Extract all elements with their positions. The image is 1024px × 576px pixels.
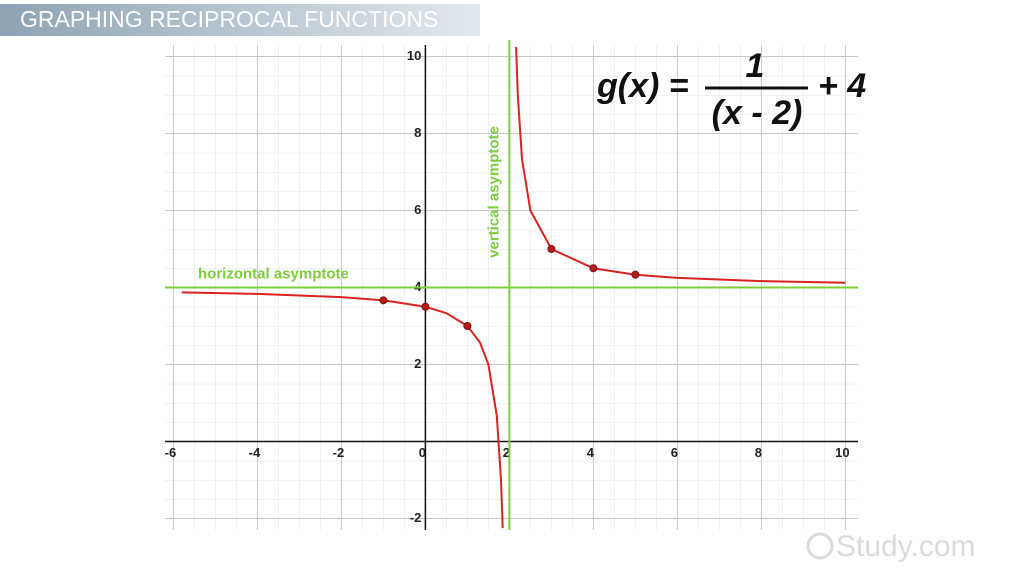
header-bar <box>0 4 480 36</box>
horizontal-asymptote-label: horizontal asymptote <box>198 265 349 282</box>
watermark-text: Study.com <box>836 530 976 563</box>
x-tick-label: -6 <box>165 445 177 460</box>
y-tick-label: 10 <box>407 48 421 63</box>
equation-numerator: 1 <box>746 47 765 85</box>
point <box>379 296 388 305</box>
x-tick-label: -2 <box>333 445 345 460</box>
x-tick-label: 4 <box>587 445 595 460</box>
x-tick-label: 6 <box>671 445 678 460</box>
equation-lhs: g(x) = <box>596 67 689 105</box>
curve <box>181 46 846 529</box>
x-tick-label: 0 <box>419 445 426 460</box>
point <box>631 270 640 279</box>
y-tick-label: 6 <box>414 202 421 217</box>
watermark-logo <box>806 532 834 560</box>
point <box>547 245 556 254</box>
point <box>421 302 430 311</box>
point <box>589 264 598 273</box>
plot: -6 -4 -2 0 2 4 6 8 10 -2 2 4 6 8 10 horizontal asymptot… <box>165 40 858 530</box>
y-tick-label: 4 <box>414 279 422 294</box>
point <box>463 321 472 330</box>
x-tick-label: 2 <box>503 445 510 460</box>
vertical-asymptote-label: vertical asymptote <box>485 126 502 258</box>
x-tick-label: -4 <box>249 445 261 460</box>
x-tick-label: 10 <box>835 445 849 460</box>
watermark: Study.com <box>806 530 976 563</box>
equation-denominator: (x - 2) <box>712 94 803 132</box>
y-tick-label: 2 <box>414 356 421 371</box>
equation-rhs: + 4 <box>818 67 866 105</box>
header-title: GRAPHING RECIPROCAL FUNCTIONS <box>20 6 438 32</box>
x-tick-label: 8 <box>755 445 762 460</box>
y-tick-label: -2 <box>410 510 422 525</box>
y-tick-label: 8 <box>414 125 421 140</box>
